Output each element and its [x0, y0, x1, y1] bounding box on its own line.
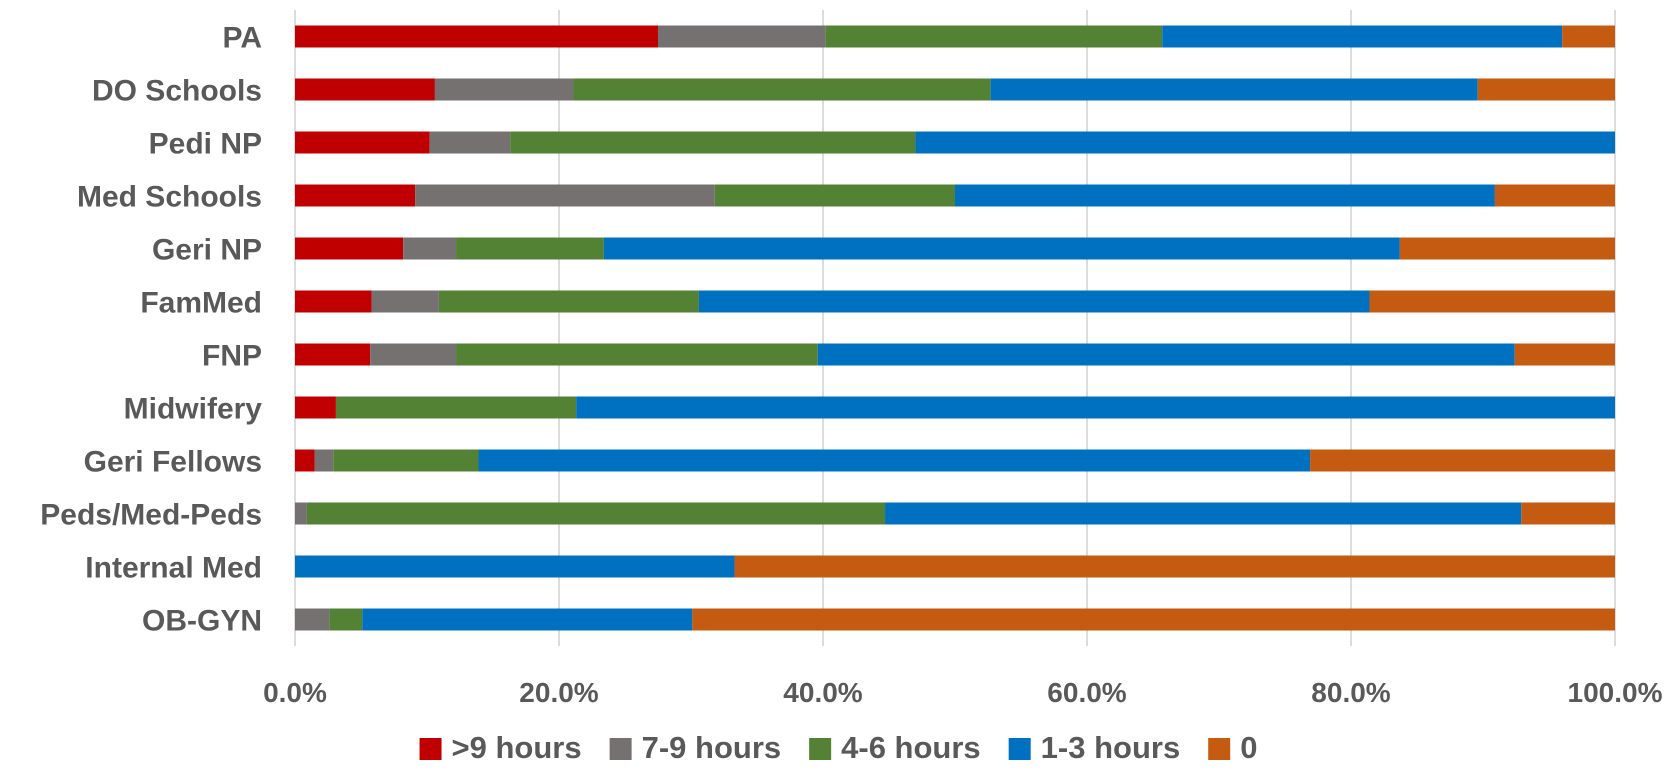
category-label: OB-GYN — [142, 605, 262, 638]
bar-segment — [403, 237, 457, 260]
category-label: PA — [223, 22, 262, 55]
bar-segment — [314, 449, 334, 472]
legend-swatch — [1208, 738, 1231, 760]
bar-segment — [692, 608, 1615, 631]
x-tick-label: 60.0% — [1047, 677, 1126, 708]
bar-segment — [370, 343, 457, 366]
bar-segment — [295, 25, 658, 48]
bar-segment — [415, 184, 715, 207]
bar-segment — [817, 343, 1515, 366]
x-tick-label: 40.0% — [783, 677, 862, 708]
bar-segment — [438, 290, 699, 313]
x-tick-label: 80.0% — [1311, 677, 1390, 708]
bar-segment — [885, 502, 1522, 525]
bar-segment — [698, 290, 1370, 313]
bar-segment — [1521, 502, 1615, 525]
bar-segment — [1310, 449, 1615, 472]
bar-segment — [603, 237, 1400, 260]
bar-segment — [576, 396, 1616, 419]
bar-segment — [714, 184, 955, 207]
bar-segment — [295, 396, 336, 419]
bars — [295, 25, 1616, 631]
category-label: DO Schools — [92, 75, 262, 108]
legend-item: 7-9 hours — [609, 730, 782, 765]
bar-segment — [295, 502, 307, 525]
bar-segment — [915, 131, 1615, 154]
bar-segment — [362, 608, 693, 631]
bar-segment — [478, 449, 1311, 472]
category-label: Pedi NP — [149, 128, 262, 161]
legend-item: 0 — [1208, 730, 1257, 765]
bar-segment — [333, 449, 479, 472]
bar-segment — [329, 608, 363, 631]
category-label: FamMed — [140, 287, 262, 320]
bar-segment — [429, 131, 511, 154]
bar-segment — [1399, 237, 1615, 260]
x-tick-label: 100.0% — [1568, 677, 1663, 708]
legend-swatch — [609, 738, 632, 760]
x-tick-label: 20.0% — [519, 677, 598, 708]
bar-segment — [573, 78, 991, 101]
category-labels: PA DO Schools Pedi NP Med Schools Geri NP Fam… — [40, 22, 262, 638]
bar-segment — [990, 78, 1478, 101]
bar-segment — [295, 290, 372, 313]
bar-segment — [295, 237, 404, 260]
legend-label: 4-6 hours — [841, 730, 981, 765]
gridlines — [294, 10, 1616, 646]
legend-item: 1-3 hours — [1008, 730, 1181, 765]
bar-segment — [1162, 25, 1563, 48]
bar-segment — [295, 608, 330, 631]
bar-segment — [1514, 343, 1615, 366]
bar-segment — [295, 555, 735, 578]
bar-segment — [1562, 25, 1615, 48]
bar-segment — [306, 502, 886, 525]
bar-segment — [295, 343, 371, 366]
bar-segment — [456, 343, 818, 366]
legend-label: >9 hours — [452, 730, 582, 765]
category-label: Geri Fellows — [84, 446, 262, 479]
category-label: FNP — [202, 340, 262, 373]
legend-item: 4-6 hours — [809, 730, 981, 765]
category-label: Geri NP — [152, 234, 262, 267]
legend-swatch — [419, 738, 442, 760]
category-label: Peds/Med-Peds — [40, 499, 262, 532]
bar-segment — [1477, 78, 1615, 101]
bar-segment — [295, 78, 435, 101]
bar-segment — [335, 396, 577, 419]
bar-segment — [658, 25, 826, 48]
x-tick-label: 0.0% — [263, 677, 327, 708]
bar-segment — [510, 131, 916, 154]
bar-segment — [295, 184, 416, 207]
legend-label: 1-3 hours — [1041, 730, 1181, 765]
legend-label: 0 — [1240, 730, 1257, 765]
bar-segment — [295, 449, 315, 472]
category-label: Med Schools — [77, 181, 262, 214]
bar-segment — [456, 237, 604, 260]
legend-label: 7-9 hours — [642, 730, 782, 765]
bar-segment — [825, 25, 1163, 48]
bar-segment — [1369, 290, 1615, 313]
bar-segment — [955, 184, 1495, 207]
legend: >9 hours 7-9 hours 4-6 hours 1-3 hours 0 — [419, 730, 1257, 765]
bar-segment — [1494, 184, 1615, 207]
category-label: Internal Med — [85, 552, 262, 585]
bar-segment — [734, 555, 1615, 578]
bar-segment — [434, 78, 574, 101]
legend-swatch — [809, 738, 832, 760]
bar-segment — [371, 290, 439, 313]
legend-item: >9 hours — [419, 730, 582, 765]
category-label: Midwifery — [124, 393, 263, 426]
bar-segment — [295, 131, 430, 154]
x-axis-tick-labels: 0.0% 20.0% 40.0% 60.0% 80.0% 100.0% — [263, 677, 1662, 708]
legend-swatch — [1008, 738, 1031, 760]
